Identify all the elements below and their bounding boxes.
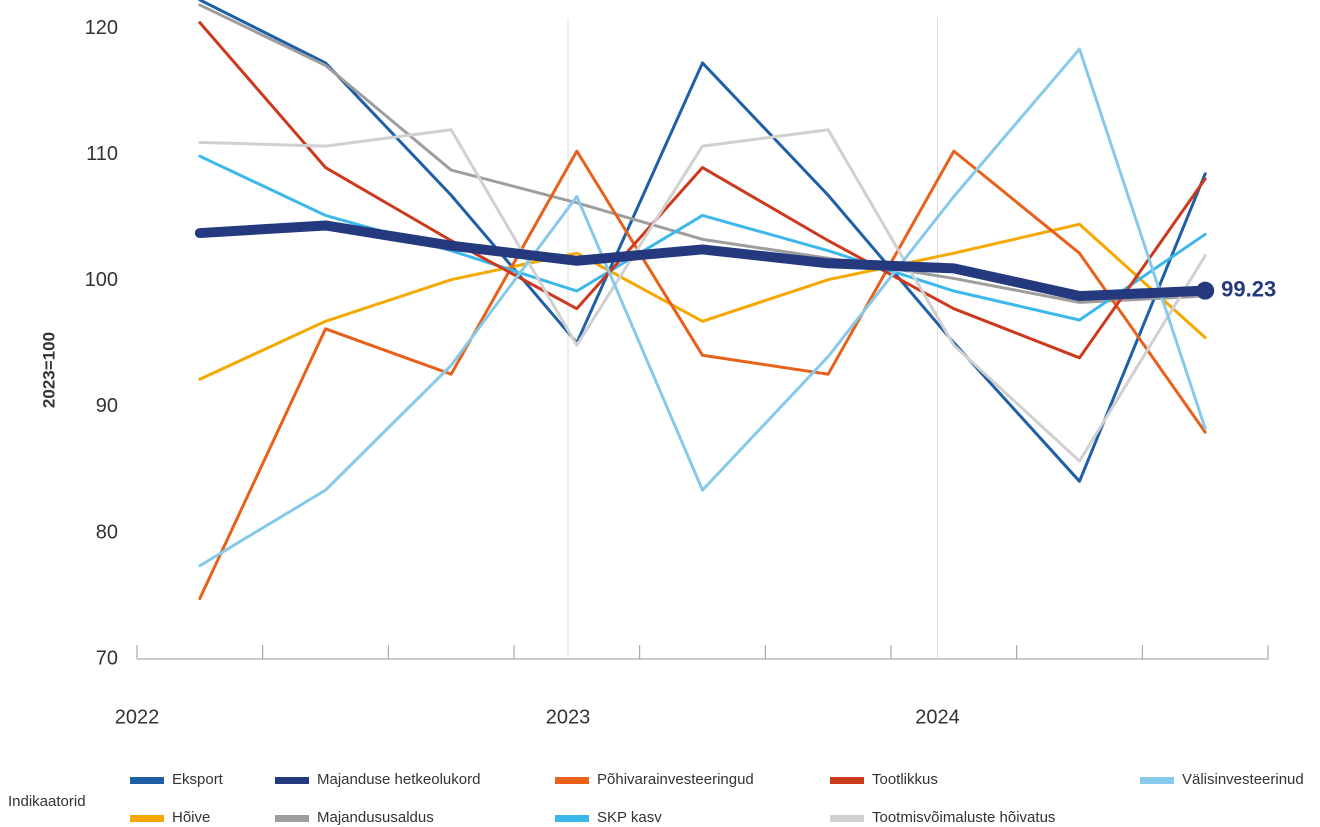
legend-title: Indikaatorid — [8, 793, 86, 810]
legend-label: Välisinvesteerinud — [1182, 771, 1304, 788]
x-tick-label: 2022 — [115, 706, 160, 728]
legend-label: Eksport — [172, 771, 224, 788]
y-axis-label: 2023=100 — [39, 332, 58, 408]
legend-swatch — [830, 815, 864, 822]
legend-swatch — [275, 777, 309, 784]
series-line — [198, 128, 1207, 463]
y-tick-label: 120 — [85, 17, 118, 39]
legend-swatch — [275, 815, 309, 822]
legend-swatch — [555, 777, 589, 784]
series-line — [198, 21, 1207, 360]
legend-label: Tootmisvõimaluste hõivatus — [872, 809, 1055, 826]
legend-label: Tootlikkus — [872, 771, 938, 788]
legend-swatch — [130, 777, 164, 784]
y-tick-label: 90 — [96, 395, 118, 417]
legend-label: Majandususaldus — [317, 809, 434, 826]
legend-label: Põhivarainvesteeringud — [597, 771, 754, 788]
series-line — [198, 149, 1207, 601]
legend-swatch — [130, 815, 164, 822]
legend-label: Majanduse hetkeolukord — [317, 771, 480, 788]
series-line — [198, 47, 1207, 568]
y-tick-label: 110 — [86, 143, 118, 165]
legend-swatch — [1140, 777, 1174, 784]
y-tick-label: 70 — [96, 647, 118, 669]
y-tick-label: 100 — [85, 269, 118, 291]
legend-label: Hõive — [172, 809, 210, 826]
legend-swatch — [830, 777, 864, 784]
legend-label: SKP kasv — [597, 809, 662, 826]
series-line — [194, 220, 1211, 302]
legend-swatch — [555, 815, 589, 822]
end-point — [1196, 281, 1215, 300]
x-tick-label: 2024 — [915, 706, 960, 728]
y-tick-label: 80 — [96, 521, 118, 543]
series-line — [198, 0, 1207, 483]
series-line — [198, 3, 1207, 304]
x-tick-label: 2023 — [546, 706, 591, 728]
end-label: 99.23 — [1221, 276, 1276, 301]
series-line — [198, 222, 1207, 381]
